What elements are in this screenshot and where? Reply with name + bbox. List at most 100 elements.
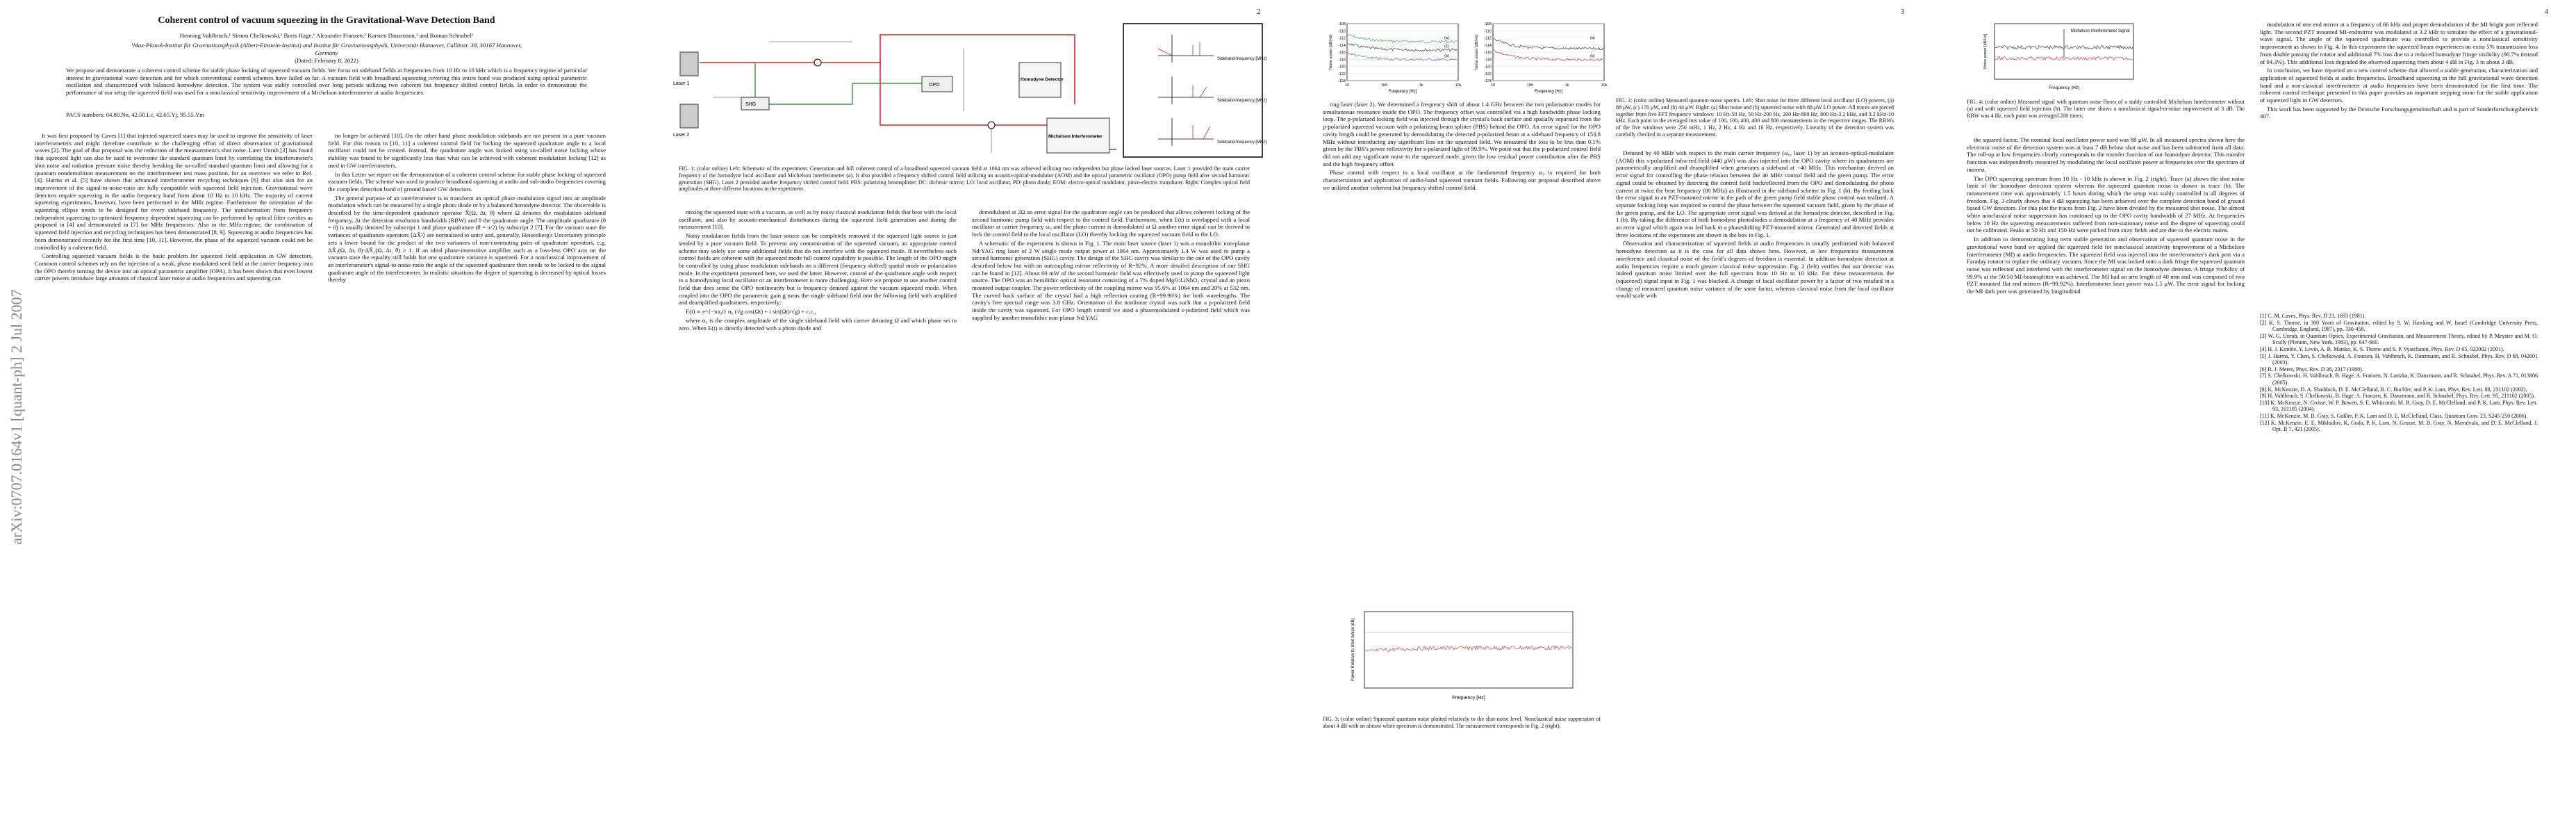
x-axis-label: Frequency [Hz]	[2049, 85, 2079, 90]
laser-1-box	[679, 51, 699, 76]
paragraph: demodulated at 2Ω an error signal for th…	[972, 208, 1250, 238]
trace-label: (a)	[1590, 36, 1595, 40]
noise-trace	[1347, 43, 1458, 52]
opo-box	[921, 76, 953, 92]
noise-trace	[1493, 38, 1603, 51]
page-3: 3 -108 -110 -112 -114 -116 -118 -120 -122 -124 10…	[1288, 0, 1932, 834]
paragraph: Detuned by 40 MHz with respect to the ma…	[1616, 149, 1894, 238]
x-tick-label: 100	[1381, 83, 1387, 88]
reference: [5] J. Harms, Y. Chen, S. Chelkowski, A.…	[2260, 352, 2538, 366]
paper-title: Coherent control of vacuum squeezing in …	[158, 15, 495, 26]
column: no longer be achieved [10]. On the other…	[328, 132, 606, 284]
annotation: Michelson Interferometer Signal	[2071, 29, 2130, 33]
fig-label: OPO	[929, 83, 940, 88]
x-tick-label: 10	[1345, 83, 1349, 88]
figure-1: Laser 1 Laser 2 SHG OPO Homodyne Detecto…	[672, 21, 1269, 160]
trace-label: (b)	[1444, 54, 1449, 58]
figure-caption: FIG. 3: (color online) Squeezed quantum …	[1323, 716, 1601, 729]
page-number: 2	[1257, 8, 1260, 16]
y-tick-label: -124	[1338, 79, 1346, 83]
reference: [12] K. McKenzie, E. E. Mikhailov, K. Go…	[2260, 419, 2538, 433]
paragraph: The OPO squeezing spectrum from 10 Hz - …	[1967, 174, 2245, 234]
y-tick-label: -108	[1484, 22, 1492, 26]
fig-label: Sideband-frequency [MHz]	[1217, 140, 1266, 145]
michelson-box	[1046, 117, 1110, 154]
paragraph: mixing the squeezed state with a vacuum,…	[679, 208, 957, 231]
figure-bg	[672, 21, 1269, 160]
y-tick-label: -110	[1484, 29, 1492, 33]
y-tick-label: -118	[1338, 58, 1346, 62]
fig-label: Laser 1	[673, 81, 689, 86]
paragraph: Noisy modulation fields from the laser s…	[679, 232, 957, 306]
paragraph: no longer be achieved [10]. On the other…	[328, 132, 606, 169]
noise-trace	[1347, 34, 1458, 44]
optic	[814, 58, 822, 67]
x-tick-label: 100	[1527, 83, 1533, 88]
page-number: 4	[2545, 8, 2548, 16]
y-axis-label: Noise power [dB/Hz]	[1329, 34, 1333, 70]
column: It was first proposed by Caves [1] that …	[35, 132, 313, 282]
noise-trace	[1364, 645, 1572, 653]
page-number: 3	[1901, 8, 1904, 16]
homodyne-box	[1018, 62, 1062, 98]
y-tick-label: -114	[1338, 44, 1346, 48]
y-tick-label: -112	[1484, 37, 1492, 41]
plot-frame	[1364, 611, 1574, 689]
paragraph: modulation of one end mirror at a freque…	[2260, 21, 2538, 65]
paragraph: Observation and characterization of sque…	[1616, 240, 1894, 300]
paragraph: E(t) ∝ e^{−iω₀t} α₀ (√g cos(Ωt) + i sin(…	[686, 308, 816, 316]
optic	[987, 121, 996, 129]
y-tick-label: -108	[1338, 22, 1346, 26]
y-axis-label: Noise power [dB/Hz]	[1983, 33, 1988, 69]
y-tick-label: -120	[1338, 65, 1346, 70]
figure-3: Frequency [Hz] Power Relative to Shot Noi…	[1351, 611, 1574, 701]
figure-caption: FIG. 4: (color online) Measured signal w…	[1967, 99, 2245, 119]
fig-label: SHG	[745, 102, 756, 107]
paragraph: the squared factor. The nominal local os…	[1967, 136, 2245, 173]
vectors	[1157, 42, 1211, 140]
column: demodulated at 2Ω an error signal for th…	[972, 208, 1250, 322]
page-4: 4 Michelson Interferometer Signal Frequen…	[1932, 0, 2576, 834]
axes	[1158, 35, 1214, 146]
noise-trace	[1995, 56, 2133, 61]
y-tick-label: -116	[1484, 51, 1492, 55]
reference: [2] K. S. Thorne, in 300 Years of Gravit…	[2260, 319, 2538, 333]
reference: [6] B. J. Meers, Phys. Rev. D 38, 2317 (…	[2260, 366, 2363, 373]
reference: [10] K. McKenzie, N. Grosse, W. P. Bowen…	[2260, 399, 2538, 413]
y-tick-label: -124	[1484, 79, 1492, 83]
trace-label: (b)	[1590, 54, 1595, 58]
column: ring laser (laser 2). We determined a fr…	[1323, 101, 1601, 191]
laser-2-box	[679, 104, 699, 129]
trace-label: (c)	[1444, 44, 1449, 49]
x-tick-label: 10	[1491, 83, 1495, 88]
reference: [9] H. Vahlbruch, S. Chelkowski, B. Hage…	[2260, 393, 2536, 400]
pacs: PACS numbers: 04.80.Nn, 42.50.Lc, 42.65.…	[66, 111, 205, 118]
column: Detuned by 40 MHz with respect to the ma…	[1616, 149, 1894, 300]
figure-caption: FIG. 1: (color online) Left: Schematic o…	[679, 165, 1250, 193]
y-tick-label: -116	[1338, 51, 1346, 55]
arxiv-stamp: arXiv:0707.0164v1 [quant-ph] 2 Jul 2007	[8, 289, 25, 545]
paragraph: where α₀ is the complex amplitude of the…	[679, 316, 957, 332]
date: (Dated: February 8, 2022)	[295, 57, 358, 64]
sideband-diagrams	[1157, 35, 1214, 146]
x-tick-label: 10k	[1455, 83, 1462, 88]
paragraph: In conclusion, we have reported on a new…	[2260, 67, 2538, 104]
authors: Henning Vahlbruch,¹ Simon Chelkowski,¹ B…	[179, 32, 474, 39]
paragraph: In this Letter we report on the demonstr…	[328, 170, 606, 193]
y-tick-label: -122	[1338, 72, 1346, 76]
x-axis-label: Frequency [Hz]	[1535, 90, 1563, 94]
x-tick-label: 10k	[1601, 83, 1608, 88]
y-tick-label: -122	[1484, 72, 1492, 76]
sideband-panel	[1123, 23, 1263, 158]
column: mixing the squeezed state with a vacuum,…	[679, 208, 957, 332]
reference: [1] C. M. Caves, Phys. Rev. D 23, 1693 (…	[2260, 313, 2366, 319]
noise-trace	[1347, 52, 1458, 62]
x-tick-label: 1k	[1565, 83, 1569, 88]
paragraph: ring laser (laser 2). We determined a fr…	[1323, 101, 1601, 167]
x-tick-label: 1k	[1419, 83, 1423, 88]
page-1: arXiv:0707.0164v1 [quant-ph] 2 Jul 2007 …	[0, 0, 644, 834]
reference: [7] S. Chelkowski, H. Vahlbruch, B. Hage…	[2260, 373, 2538, 386]
paragraph: This work has been supported by the Deut…	[2260, 105, 2538, 120]
x-axis-label: Frequency [Hz]	[1452, 696, 1485, 701]
